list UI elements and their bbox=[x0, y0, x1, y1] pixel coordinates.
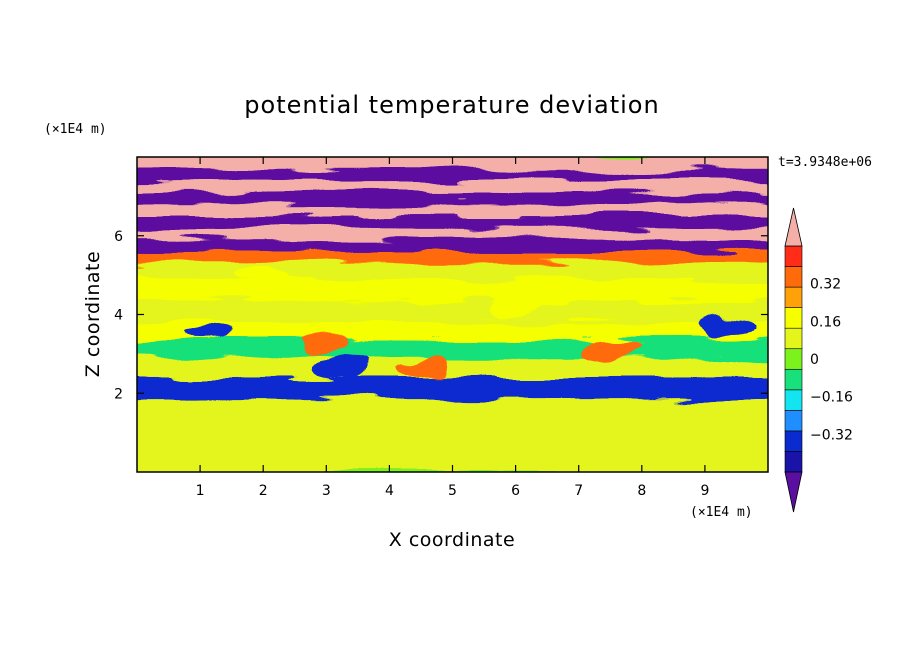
x-tick-label: 9 bbox=[700, 483, 709, 499]
z-axis-title: Z coordinate bbox=[82, 251, 104, 377]
z-tick-label: 2 bbox=[114, 386, 123, 402]
contour-blob bbox=[148, 427, 201, 446]
colorbar-swatch bbox=[784, 327, 803, 350]
contour-blob bbox=[344, 435, 397, 454]
x-tick-label: 8 bbox=[637, 483, 646, 499]
z-axis: 2 4 6 bbox=[114, 229, 768, 402]
colorbar-swatch bbox=[784, 368, 803, 391]
colorbar-label: −0.32 bbox=[810, 427, 853, 443]
colorbar-swatch bbox=[784, 286, 803, 308]
colorbar-upper-arrow bbox=[784, 207, 803, 247]
colorbar-swatch bbox=[784, 410, 803, 432]
contour-blob bbox=[540, 411, 593, 430]
colorbar-lower-arrow bbox=[784, 471, 803, 513]
colorbar-label: 0.32 bbox=[810, 277, 841, 293]
x-axis: 1 2 3 4 5 6 7 8 9 bbox=[196, 157, 709, 499]
colorbar-swatch bbox=[784, 430, 803, 452]
contour-blob bbox=[697, 435, 750, 454]
colorbar-swatch bbox=[784, 348, 803, 370]
contour-band bbox=[137, 322, 768, 345]
colorbar-swatch bbox=[784, 451, 803, 473]
x-tick-label: 4 bbox=[385, 483, 394, 499]
colorbar-label: 0.16 bbox=[810, 314, 841, 330]
contour-blob bbox=[300, 333, 353, 352]
chart-title: potential temperature deviation bbox=[244, 91, 659, 119]
x-tick-label: 2 bbox=[259, 483, 268, 499]
x-unit-label: (×1E4 m) bbox=[690, 505, 753, 520]
x-tick-label: 1 bbox=[196, 483, 205, 499]
x-tick-label: 5 bbox=[448, 483, 457, 499]
contour-blob bbox=[237, 266, 290, 285]
colorbar-label: 0 bbox=[810, 352, 819, 368]
plot-area bbox=[137, 157, 768, 472]
z-unit-label: (×1E4 m) bbox=[44, 122, 107, 137]
contour-blob bbox=[186, 321, 239, 340]
time-label: t=3.9348e+06 bbox=[778, 155, 872, 170]
x-tick-label: 3 bbox=[322, 483, 331, 499]
x-axis-title: X coordinate bbox=[389, 529, 515, 551]
contour-band bbox=[137, 300, 768, 327]
contour-blob bbox=[641, 419, 694, 438]
contour-blob bbox=[489, 297, 542, 316]
colorbar-label: −0.16 bbox=[810, 390, 853, 406]
colorbar-swatch bbox=[784, 266, 803, 288]
contour-blob bbox=[394, 360, 447, 379]
colorbar: 0.32 0.16 0 −0.16 −0.32 bbox=[784, 207, 853, 513]
contour-band bbox=[137, 377, 768, 404]
z-tick-label: 6 bbox=[114, 229, 123, 245]
contour-band bbox=[137, 357, 768, 382]
contour-blob bbox=[704, 317, 757, 336]
colorbar-swatch bbox=[784, 307, 803, 329]
contour-blob bbox=[205, 415, 258, 434]
z-tick-label: 4 bbox=[114, 308, 123, 324]
x-tick-label: 7 bbox=[574, 483, 583, 499]
contour-blob bbox=[565, 431, 618, 450]
contour-band bbox=[137, 279, 768, 305]
contour-blob bbox=[451, 427, 504, 446]
colorbar-swatch bbox=[784, 389, 803, 411]
contour-blob bbox=[401, 423, 454, 442]
x-tick-label: 6 bbox=[511, 483, 520, 499]
contour-band bbox=[137, 263, 768, 284]
contour-blob bbox=[312, 356, 365, 375]
contour-blob bbox=[256, 431, 309, 450]
contour-blob bbox=[590, 344, 643, 363]
colorbar-swatch bbox=[784, 245, 803, 267]
